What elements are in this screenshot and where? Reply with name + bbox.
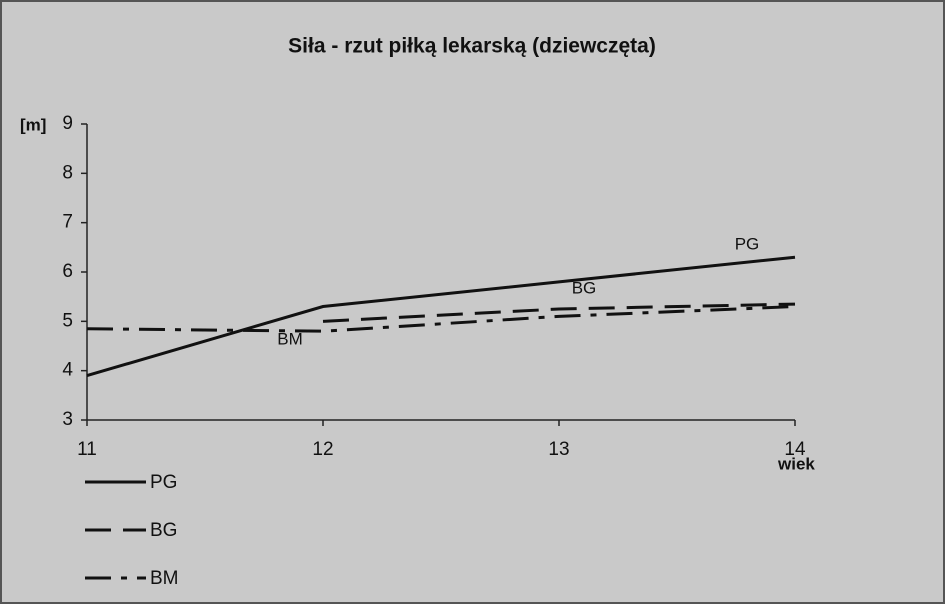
y-axis-label: [m]: [20, 115, 46, 134]
series-annotation: BM: [277, 329, 303, 348]
y-tick-label: 6: [62, 261, 73, 282]
y-tick-label: 3: [62, 409, 73, 430]
y-tick-label: 5: [62, 310, 73, 331]
y-tick-label: 9: [62, 113, 73, 134]
series-annotation: BG: [572, 278, 597, 297]
y-tick-label: 7: [62, 212, 73, 233]
series-line: [86, 305, 796, 333]
x-tick-label: 14: [784, 439, 806, 460]
series-annotation: PG: [735, 234, 760, 253]
series-line: [322, 302, 796, 323]
x-tick-label: 11: [77, 439, 97, 460]
legend-label: BM: [150, 568, 179, 589]
legend-label: PG: [150, 472, 177, 493]
series-line: [86, 255, 796, 378]
x-tick-label: 13: [548, 439, 569, 460]
y-tick-label: 8: [62, 162, 73, 183]
legend-label: BG: [150, 520, 177, 541]
x-tick-label: 12: [312, 439, 333, 460]
y-tick-label: 4: [62, 360, 73, 381]
chart-title: Siła - rzut piłką lekarską (dziewczęta): [288, 35, 656, 58]
x-axis-label: wiek: [777, 454, 815, 473]
